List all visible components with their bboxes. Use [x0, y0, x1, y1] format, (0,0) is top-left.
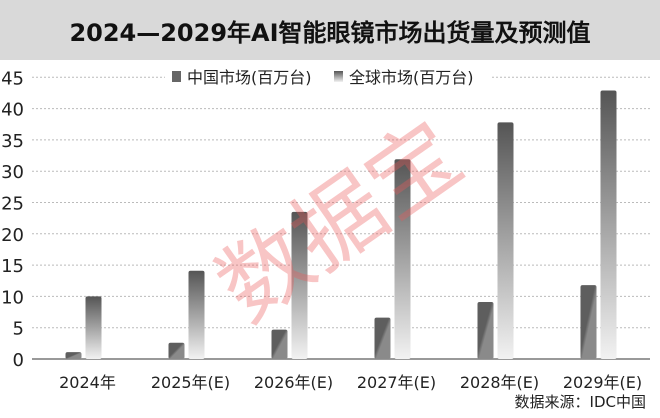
x-tick-label: 2024年 — [59, 373, 116, 392]
bar-global — [600, 90, 617, 360]
legend-label: 中国市场(百万台) — [187, 68, 312, 87]
bar-global — [394, 159, 411, 359]
bar-global — [291, 211, 308, 359]
bar-china — [271, 329, 288, 359]
y-tick-label: 0 — [13, 350, 24, 371]
legend-background — [165, 62, 490, 90]
y-tick-label: 15 — [1, 256, 24, 277]
y-tick-label: 20 — [1, 225, 24, 246]
y-tick-label: 30 — [1, 162, 24, 183]
y-tick-label: 5 — [13, 319, 24, 340]
x-tick-label: 2027年(E) — [357, 373, 436, 392]
bar-china — [580, 285, 597, 359]
y-tick-label: 45 — [1, 68, 24, 89]
legend-label: 全球市场(百万台) — [349, 68, 474, 87]
bar-global — [188, 270, 205, 359]
legend-swatch — [334, 71, 343, 82]
bar-china — [65, 352, 82, 359]
bar-global — [85, 296, 102, 359]
bar-chart: 0 5 10 15 20 25 30 35 40 45 2024年 2025年(E) 2026年(E) 2… — [1, 62, 650, 392]
x-tick-label: 2025年(E) — [151, 373, 230, 392]
bar-china — [477, 302, 494, 359]
bar-china — [168, 342, 185, 359]
y-tick-label: 25 — [1, 194, 24, 215]
x-tick-label: 2028年(E) — [460, 373, 539, 392]
x-tick-label: 2026年(E) — [254, 373, 333, 392]
bar-global — [497, 122, 514, 359]
source-note: 数据来源：IDC中国 — [514, 393, 646, 411]
y-tick-label: 35 — [1, 131, 24, 152]
y-tick-label: 10 — [1, 287, 24, 308]
legend-swatch — [172, 71, 181, 82]
bar-china — [374, 317, 391, 359]
chart-title: 2024—2029年AI智能眼镜市场出货量及预测值 — [0, 0, 660, 60]
x-tick-label: 2029年(E) — [563, 373, 642, 392]
y-tick-label: 40 — [1, 100, 24, 121]
